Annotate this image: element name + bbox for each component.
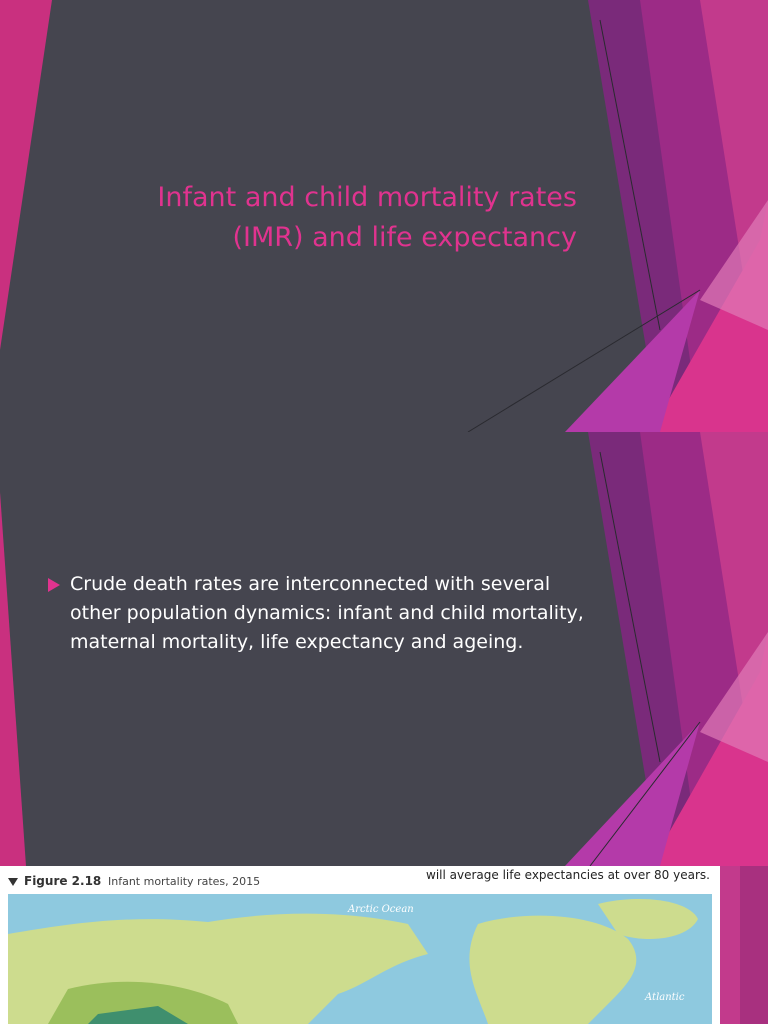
bullet-text: Crude death rates are interconnected wit… — [70, 573, 584, 653]
map-label: Atlantic — [645, 992, 685, 1003]
slide-decoration — [0, 0, 768, 432]
slide-1: Infant and child mortality rates (IMR) a… — [0, 0, 768, 432]
figure-header-text: will average life expectancies at over 8… — [426, 868, 710, 882]
figure: Figure 2.18 Infant mortality rates, 2015… — [0, 866, 720, 1024]
figure-number: Figure 2.18 — [24, 874, 102, 888]
slide-decoration — [720, 866, 768, 1024]
slide-title: Infant and child mortality rates (IMR) a… — [157, 182, 577, 253]
slide-decoration — [0, 432, 768, 866]
bullet-item: Crude death rates are interconnected wit… — [48, 570, 588, 657]
map — [8, 894, 712, 1024]
bullet-arrow — [48, 578, 60, 592]
figure-caption: Infant mortality rates, 2015 — [108, 875, 261, 888]
figure-marker — [8, 878, 18, 886]
map-label: Arctic Ocean — [348, 904, 414, 915]
slide-2: Crude death rates are interconnected wit… — [0, 432, 768, 866]
